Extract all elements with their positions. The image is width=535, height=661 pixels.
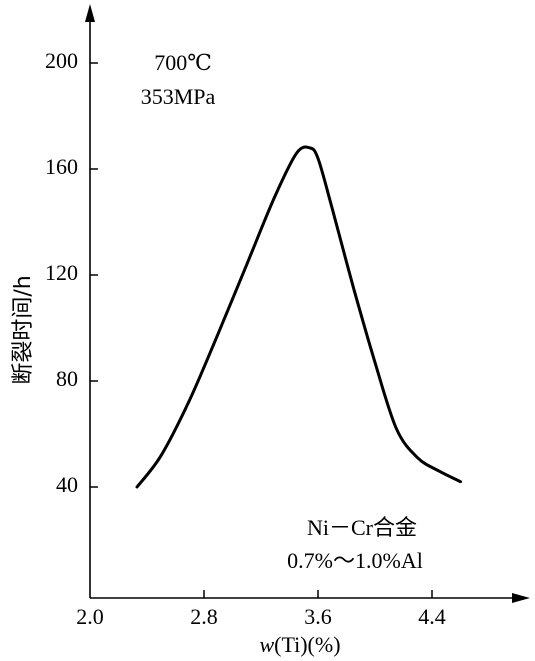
x-axis-title-var: w (259, 632, 274, 657)
y-tick-label: 160 (45, 154, 78, 179)
alloy-composition: 0.7%～1.0%Al (287, 548, 423, 573)
y-tick-label: 200 (45, 48, 78, 73)
x-ticks: 2.0 2.8 3.6 4.4 (76, 590, 446, 629)
x-axis-arrow (512, 593, 530, 603)
series-line (135, 145, 462, 489)
x-tick-label: 4.4 (418, 604, 446, 629)
x-tick-label: 2.8 (190, 604, 218, 629)
condition-stress: 353MPa (141, 84, 216, 109)
x-tick-label: 3.6 (304, 604, 332, 629)
y-axis-title: 断裂时间/h (11, 275, 36, 384)
condition-temperature: 700℃ (154, 50, 212, 75)
y-axis-arrow (85, 4, 95, 22)
alloy-name: Ni－Cr合金 (307, 515, 417, 540)
y-tick-label: 40 (56, 472, 78, 497)
x-axis-title: w(Ti)(%) (259, 632, 340, 657)
y-tick-label: 120 (45, 260, 78, 285)
y-ticks: 40 80 120 160 200 (45, 48, 98, 497)
x-tick-label: 2.0 (76, 604, 104, 629)
y-tick-label: 80 (56, 366, 78, 391)
series-points (136, 146, 462, 488)
x-axis-title-rest: (Ti)(%) (274, 632, 340, 657)
